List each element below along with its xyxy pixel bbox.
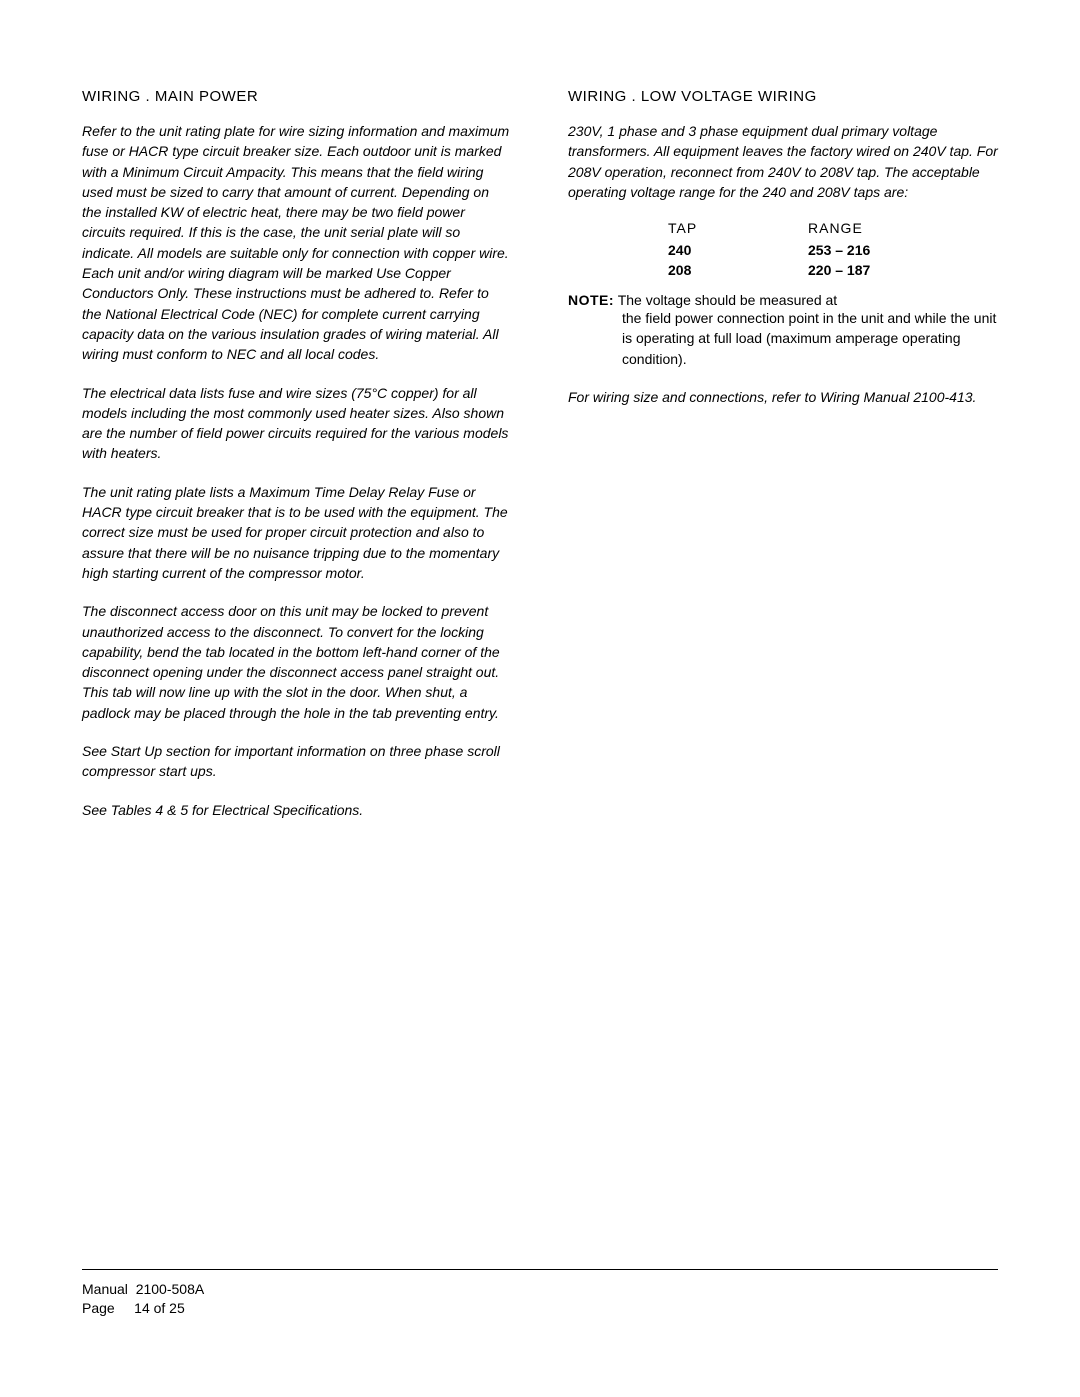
footer-manual-value: 2100-508A <box>136 1281 205 1297</box>
table-cell-tap: 240 <box>668 242 808 258</box>
table-head-tap: TAP <box>668 220 808 236</box>
left-para-3: The unit rating plate lists a Maximum Ti… <box>82 482 512 583</box>
table-cell-range: 220 – 187 <box>808 262 870 278</box>
right-column: WIRING . LOW VOLTAGE WIRING 230V, 1 phas… <box>568 88 998 838</box>
table-row: 240 253 – 216 <box>668 242 998 258</box>
table-head-range: RANGE <box>808 220 863 236</box>
table-row: 208 220 – 187 <box>668 262 998 278</box>
left-para-1: Refer to the unit rating plate for wire … <box>82 121 512 365</box>
page-footer: Manual 2100-508A Page 14 of 25 <box>82 1269 998 1319</box>
left-para-1a: Refer to the unit rating plate for wire … <box>82 123 509 301</box>
right-para-1: 230V, 1 phase and 3 phase equipment dual… <box>568 121 998 202</box>
table-cell-tap: 208 <box>668 262 808 278</box>
footer-manual-line: Manual 2100-508A <box>82 1280 998 1300</box>
footer-manual-label: Manual <box>82 1281 128 1297</box>
left-heading: WIRING . MAIN POWER <box>82 88 512 105</box>
note-head: NOTE: <box>568 292 614 308</box>
note-block: NOTE: The voltage should be measured at … <box>568 292 998 369</box>
table-header: TAP RANGE <box>668 220 998 236</box>
footer-page-label: Page <box>82 1300 115 1316</box>
footer-page-value: 14 of 25 <box>134 1300 185 1316</box>
left-para-6: See Tables 4 & 5 for Electrical Specific… <box>82 800 512 820</box>
left-para-2: The electrical data lists fuse and wire … <box>82 383 512 464</box>
left-para-5: See Start Up section for important infor… <box>82 741 512 782</box>
note-first-words: The voltage should be measured at <box>618 292 837 308</box>
footer-page-line: Page 14 of 25 <box>82 1299 998 1319</box>
left-column: WIRING . MAIN POWER Refer to the unit ra… <box>82 88 512 838</box>
right-heading: WIRING . LOW VOLTAGE WIRING <box>568 88 998 105</box>
left-para-1-must: must be <box>311 283 361 303</box>
left-para-4: The disconnect access door on this unit … <box>82 601 512 723</box>
note-body: the field power connection point in the … <box>622 308 998 369</box>
page-columns: WIRING . MAIN POWER Refer to the unit ra… <box>82 88 998 838</box>
table-cell-range: 253 – 216 <box>808 242 870 258</box>
tap-range-table: TAP RANGE 240 253 – 216 208 220 – 187 <box>668 220 998 278</box>
right-para-2: For wiring size and connections, refer t… <box>568 387 998 407</box>
